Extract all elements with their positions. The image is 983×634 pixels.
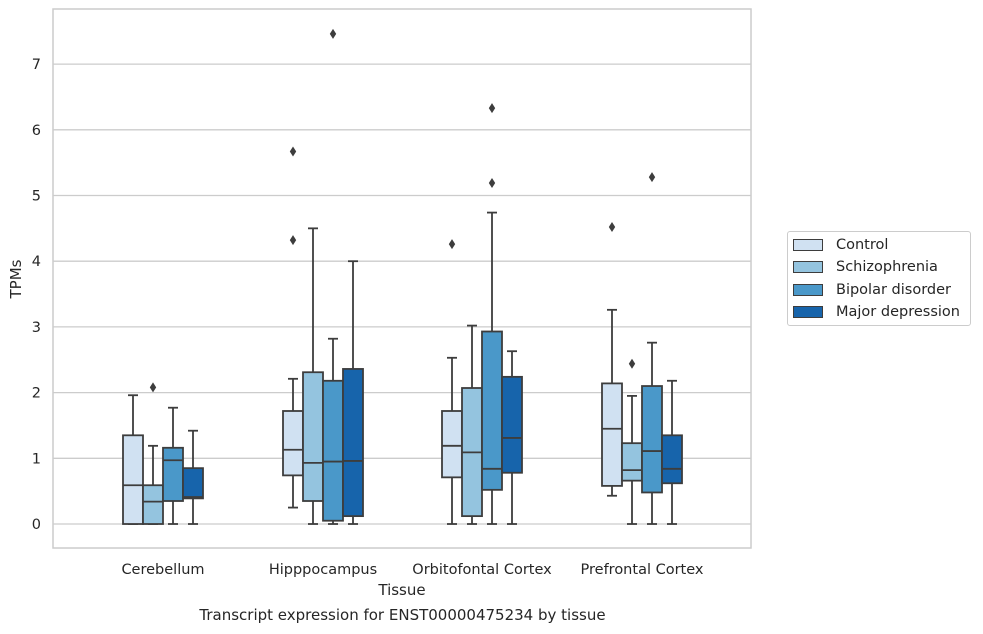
y-tick-label: 1 <box>32 451 41 467</box>
box <box>282 410 304 477</box>
x-axis-label: Tissue <box>377 581 425 599</box>
x-tick-label: Hipppocampus <box>269 562 377 578</box>
box <box>441 410 463 479</box>
outlier-point <box>488 103 496 114</box>
outlier-point <box>628 358 636 369</box>
box-group <box>302 227 324 525</box>
plot-frame <box>52 8 752 549</box>
y-tick-label: 5 <box>32 189 41 205</box>
legend-swatch-bipolar-disorder <box>793 284 823 296</box>
legend-label-bipolar-disorder: Bipolar disorder <box>836 282 951 298</box>
legend-label-control: Control <box>836 237 889 253</box>
outlier-point <box>648 172 656 183</box>
y-tick-label: 2 <box>32 386 41 402</box>
box-group <box>162 406 184 525</box>
box-group <box>601 222 623 497</box>
box-group <box>282 146 304 509</box>
box <box>182 467 204 500</box>
legend-label-major-depression: Major depression <box>836 304 960 320</box>
box-group <box>501 350 523 525</box>
figure-caption: Transcript expression for ENST0000047523… <box>199 606 606 624</box>
legend-item-major-depression: Major depression <box>793 303 960 321</box>
legend-item-bipolar-disorder: Bipolar disorder <box>793 281 951 299</box>
box <box>122 434 144 525</box>
box <box>501 375 523 474</box>
outlier-point <box>329 28 337 39</box>
boxes-layer <box>122 28 683 525</box>
box-group <box>342 260 364 525</box>
y-tick-label: 4 <box>32 254 41 270</box>
legend-swatch-schizophrenia <box>793 261 823 273</box>
box-group <box>182 429 204 525</box>
y-tick-label: 0 <box>32 517 41 533</box>
outlier-point <box>608 222 616 233</box>
y-axis-label: TPMs <box>7 259 25 299</box>
box-group <box>661 379 683 525</box>
y-tick-labels: 0 1 2 3 4 5 6 7 <box>32 57 41 533</box>
x-tick-label: Prefrontal Cortex <box>581 562 704 578</box>
box-group <box>621 358 643 525</box>
x-tick-label: Orbitofontal Cortex <box>412 562 552 578</box>
y-tick-label: 6 <box>32 123 41 139</box>
box-group <box>122 394 144 525</box>
box-group <box>441 239 463 525</box>
x-tick-labels: Cerebellum Hipppocampus Orbitofontal Corte… <box>121 562 703 578</box>
legend: Control Schizophrenia Bipolar disorder M… <box>787 231 971 326</box>
box <box>322 379 344 522</box>
x-tick-label: Cerebellum <box>121 562 204 578</box>
box <box>142 484 164 525</box>
legend-swatch-control <box>793 239 823 251</box>
legend-item-control: Control <box>793 236 888 254</box>
legend-label-schizophrenia: Schizophrenia <box>836 259 938 275</box>
box <box>302 371 324 502</box>
outlier-point <box>488 178 496 189</box>
box-group <box>481 103 503 525</box>
box-group <box>142 382 164 525</box>
y-tick-label: 3 <box>32 320 41 336</box>
box <box>481 330 503 491</box>
box <box>342 368 364 518</box>
box-group <box>641 172 663 525</box>
outlier-point <box>149 382 157 393</box>
legend-swatch-major-depression <box>793 306 823 318</box>
box <box>661 434 683 485</box>
box <box>162 446 184 502</box>
box <box>601 382 623 487</box>
y-tick-label: 7 <box>32 57 41 73</box>
box <box>621 442 643 482</box>
legend-item-schizophrenia: Schizophrenia <box>793 258 938 276</box>
outlier-point <box>289 146 297 157</box>
box <box>641 385 663 494</box>
outlier-point <box>448 239 456 250</box>
outlier-point <box>289 235 297 246</box>
